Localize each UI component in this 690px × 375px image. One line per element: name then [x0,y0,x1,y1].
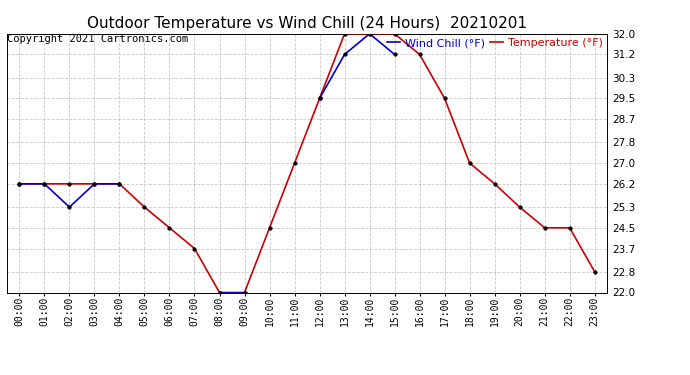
Title: Outdoor Temperature vs Wind Chill (24 Hours)  20210201: Outdoor Temperature vs Wind Chill (24 Ho… [87,16,527,31]
Text: Copyright 2021 Cartronics.com: Copyright 2021 Cartronics.com [7,34,188,44]
Legend: Wind Chill (°F), Temperature (°F): Wind Chill (°F), Temperature (°F) [382,34,607,53]
